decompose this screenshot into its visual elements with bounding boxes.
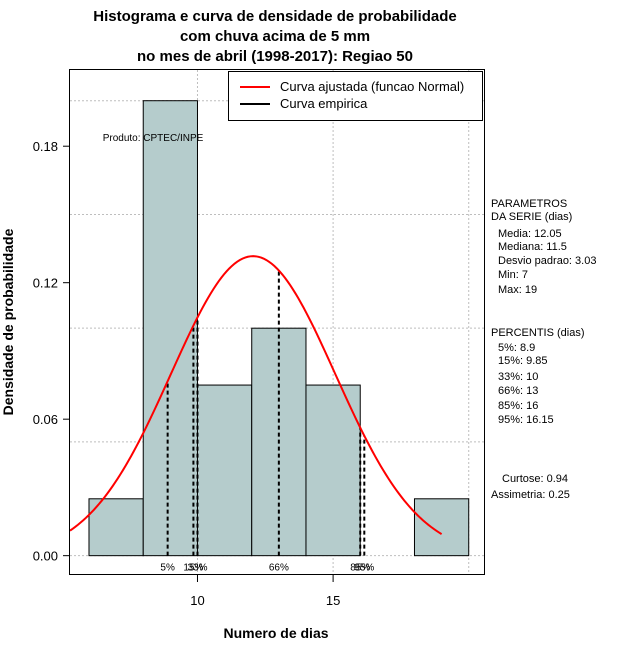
histogram-bar-0 xyxy=(88,498,144,557)
percentil-85: 85%: 16 xyxy=(498,400,538,412)
histogram-bar-1 xyxy=(142,100,198,557)
param-max: Max: 19 xyxy=(498,284,537,296)
percentile-label-3: 66% xyxy=(269,563,289,574)
percentile-label-1: 15% xyxy=(183,563,203,574)
percentil-66: 66%: 13 xyxy=(498,385,538,397)
percentile-label-4: 85% xyxy=(350,563,370,574)
histogram-bar-4 xyxy=(305,384,361,557)
chart-title-line-3: no mes de abril (1998-2017): Regiao 50 xyxy=(137,48,413,65)
histogram-bars xyxy=(88,100,470,557)
percentil-15: 15%: 9.85 xyxy=(498,355,548,367)
legend-box xyxy=(228,71,483,121)
legend-label-empirical: Curva empirica xyxy=(280,96,368,111)
curtose-value: Curtose: 0.94 xyxy=(502,473,568,485)
chart-title-line-2: com chuva acima de 5 mm xyxy=(180,28,370,45)
percentil-33: 33%: 10 xyxy=(498,371,538,383)
param-desvio: Desvio padrao: 3.03 xyxy=(498,255,596,267)
percentis-title: PERCENTIS (dias) xyxy=(491,327,585,339)
chart-title-line-1: Histograma e curva de densidade de proba… xyxy=(93,8,456,25)
param-media: Media: 12.05 xyxy=(498,228,562,240)
x-axis-title: Numero de dias xyxy=(223,625,328,641)
y-axis: 0.00 0.06 0.12 0.18 xyxy=(33,139,70,564)
percentile-label-5: 95% xyxy=(354,563,374,574)
x-axis: 10 15 xyxy=(190,575,340,608)
y-tick-label-2: 0.12 xyxy=(33,276,58,291)
x-tick-label-1: 15 xyxy=(326,593,340,608)
legend-label-normal: Curva ajustada (funcao Normal) xyxy=(280,79,464,94)
histogram-bar-2 xyxy=(196,384,253,557)
credit-label: Produto: CPTEC/INPE xyxy=(103,133,204,144)
param-min: Min: 7 xyxy=(498,269,528,281)
percentile-label-2: 33% xyxy=(187,563,207,574)
percentile-label-0: 5% xyxy=(160,563,175,574)
percentile-labels: 5% 15%33% 66% 85%95% xyxy=(160,563,374,574)
y-axis-title: Densidade de probabilidade xyxy=(0,228,16,415)
percentil-5: 5%: 8.9 xyxy=(498,342,535,354)
y-tick-label-3: 0.18 xyxy=(33,139,58,154)
params-title-line-1: PARAMETROS xyxy=(491,198,567,210)
assimetria-value: Assimetria: 0.25 xyxy=(491,489,570,501)
y-tick-label-0: 0.00 xyxy=(33,549,58,564)
x-tick-label-0: 10 xyxy=(190,593,204,608)
percentil-95: 95%: 16.15 xyxy=(498,414,554,426)
y-tick-label-1: 0.06 xyxy=(33,412,58,427)
side-panel: PARAMETROS DA SERIE (dias) Media: 12.05 … xyxy=(491,198,596,501)
percentile-lines xyxy=(166,270,366,556)
plot-frame xyxy=(69,69,485,575)
params-title-line-2: DA SERIE (dias) xyxy=(491,211,572,223)
histogram-bar-6 xyxy=(413,498,470,557)
normal-curve xyxy=(69,255,443,535)
legend: Curva ajustada (funcao Normal) Curva emp… xyxy=(228,71,483,121)
param-mediana: Mediana: 11.5 xyxy=(498,241,567,253)
